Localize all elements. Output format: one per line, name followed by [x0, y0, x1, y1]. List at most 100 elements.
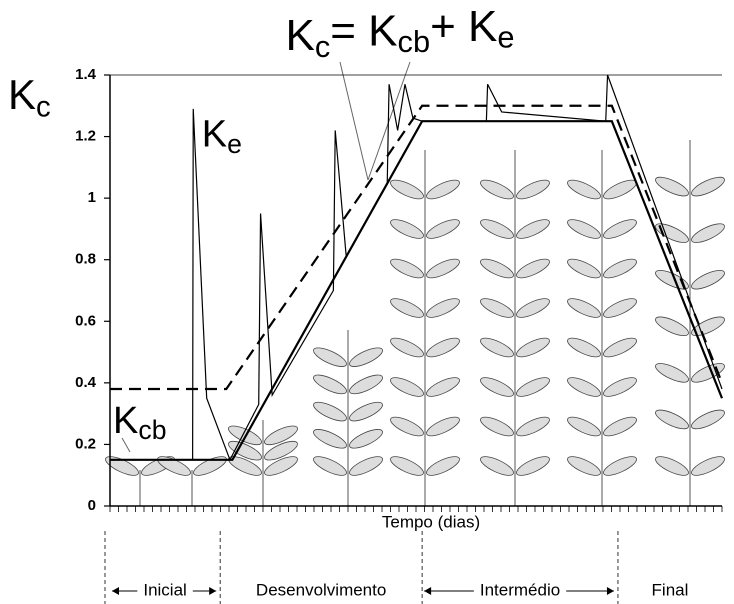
plant-leaf [349, 456, 383, 476]
plant-leaf [390, 456, 424, 476]
plant-leaf [691, 269, 725, 290]
text-part: K [8, 71, 36, 118]
plant-leaf [691, 176, 725, 197]
plant-leaf [313, 401, 347, 422]
plant-leaf [516, 377, 550, 397]
plant-leaf [516, 298, 550, 318]
plant-leaf [426, 416, 460, 437]
kcb-pointer [121, 437, 131, 453]
plant-leaf [426, 456, 460, 476]
y-axis-label: Kc [8, 71, 51, 123]
subscript: c [315, 29, 330, 64]
plant-leaf [480, 219, 514, 239]
plant-leaf [567, 258, 601, 279]
stage-label: Desenvolvimento [256, 580, 386, 599]
plant-leaf [603, 219, 637, 239]
plant-leaf [603, 337, 637, 358]
text-part: K [113, 400, 138, 442]
y-tick-label: 1 [88, 189, 96, 206]
plant-leaf [390, 337, 424, 358]
plant-leaf [264, 440, 298, 461]
plant-leaf [655, 456, 689, 476]
plant-leaf [567, 337, 601, 358]
stage-label: Intermédio [480, 580, 560, 599]
plant-leaf [655, 363, 689, 383]
plant-leaf [603, 258, 637, 279]
plant-leaf [313, 347, 347, 367]
plant-leaf [390, 377, 424, 397]
plant-leaf [691, 409, 725, 430]
subscript: cb [138, 415, 166, 445]
plant-leaf [603, 298, 637, 318]
plant-leaf [516, 219, 550, 239]
plant-leaf [105, 456, 139, 476]
text-part: = K [330, 6, 397, 55]
plant-leaf [480, 179, 514, 200]
plant-leaf [655, 176, 689, 197]
plant-leaf [390, 298, 424, 318]
plant-leaf [349, 401, 383, 422]
plant-leaf [426, 298, 460, 318]
plant-illustrations [105, 140, 725, 506]
plant-leaf [655, 316, 689, 337]
y-tick-label: 0.2 [75, 435, 96, 452]
plant-leaf [390, 416, 424, 437]
text-part: + K [430, 1, 497, 50]
plant-leaf [567, 179, 601, 200]
plant-leaf [426, 219, 460, 239]
x-axis-label: Tempo (dias) [382, 512, 480, 531]
plant-leaf [603, 456, 637, 476]
plant-leaf [516, 416, 550, 437]
title-pointer [367, 61, 411, 181]
plant-leaf [480, 377, 514, 397]
plant-leaf [603, 377, 637, 397]
plant-leaf [193, 456, 227, 476]
y-tick-label: 1.4 [75, 66, 97, 83]
plant-leaf [426, 258, 460, 279]
plant-leaf [426, 377, 460, 397]
plant-leaf [480, 416, 514, 437]
text-part: K [202, 114, 227, 156]
chart-title: Kc= Kcb+ Ke [286, 1, 515, 64]
plant-leaf [480, 456, 514, 476]
plant-leaf [390, 219, 424, 239]
series-line [110, 74, 723, 462]
subscript: e [227, 129, 242, 159]
plant-leaf [603, 416, 637, 437]
plant-leaf [691, 223, 725, 243]
plant-leaf [567, 219, 601, 239]
plant-leaf [349, 429, 383, 449]
plant-leaf [390, 179, 424, 200]
plant-leaf [655, 269, 689, 290]
subscript: e [497, 20, 514, 55]
annotation: Kcb [113, 400, 166, 445]
plant-leaf [480, 337, 514, 358]
subscript: c [36, 90, 51, 123]
plant-leaf [426, 179, 460, 200]
plant-leaf [480, 258, 514, 279]
plant-leaf [567, 456, 601, 476]
y-tick-label: 0 [88, 497, 96, 514]
plant-leaf [313, 429, 347, 449]
plant-leaf [313, 374, 347, 395]
plant-leaf [655, 409, 689, 430]
y-tick-label: 0.8 [75, 251, 96, 268]
annotation: Ke [202, 114, 242, 159]
plant-leaf [264, 425, 298, 446]
y-tick-label: 0.4 [75, 374, 97, 391]
plant-leaf [603, 179, 637, 200]
series-line [110, 104, 724, 391]
plant-leaf [516, 337, 550, 358]
plant-leaf [516, 456, 550, 476]
y-tick-label: 0.6 [75, 312, 96, 329]
plant-leaf [516, 179, 550, 200]
plant-leaf [567, 377, 601, 397]
plant-leaf [516, 258, 550, 279]
plant-leaf [313, 456, 347, 476]
plant-leaf [264, 456, 298, 476]
y-tick-label: 1.2 [75, 128, 96, 145]
plant-leaf [691, 456, 725, 476]
plant-leaf [567, 416, 601, 437]
plant-leaf [349, 374, 383, 395]
